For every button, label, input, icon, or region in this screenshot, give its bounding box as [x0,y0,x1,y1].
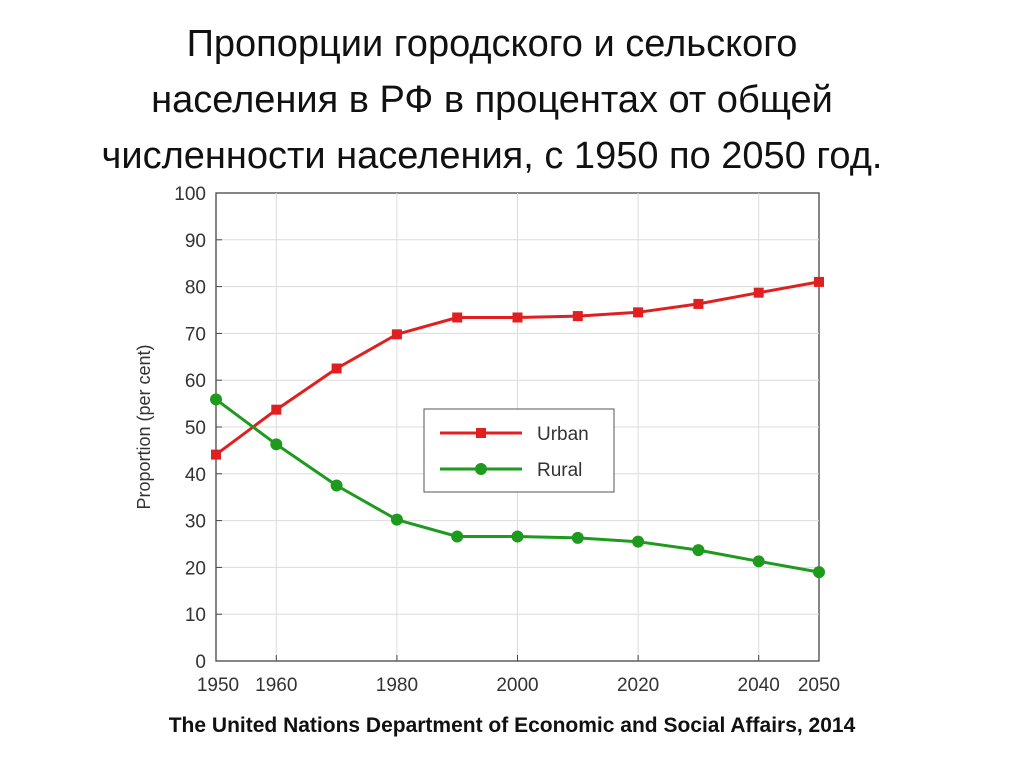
source-citation: The United Nations Department of Economi… [168,714,856,737]
y-tick-label: 0 [195,652,206,673]
y-tick-label: 50 [185,418,206,439]
y-tick-label: 60 [185,371,206,392]
y-tick-label: 70 [185,324,206,345]
y-tick-label: 10 [185,605,206,626]
urban-point [391,329,402,340]
series-layer [210,276,825,579]
x-tick-label: 2000 [496,675,538,696]
rural-point [692,544,705,557]
urban-point [633,307,644,318]
x-tick-label: 2020 [617,675,659,696]
legend: Urban Rural [423,408,615,493]
legend-urban-marker [476,428,486,438]
rural-point [571,531,584,544]
legend-urban-label: Urban [537,424,589,445]
x-tick-label: 2040 [738,675,780,696]
urban-point [211,449,221,460]
y-tick-label: 40 [185,465,206,486]
rural-point [210,393,222,406]
y-tick-label: 80 [185,278,206,299]
y-tick-label: 20 [185,558,206,579]
x-tick-label: 1960 [255,675,297,696]
urban-point [572,311,583,322]
rural-point [451,530,464,543]
y-tick-label: 30 [185,512,206,533]
slide-title-line: населения в РФ в процентах от общей [151,79,833,121]
legend-box [423,408,615,493]
rural-point [390,513,403,526]
rural-point [270,438,283,451]
rural-point [330,479,343,492]
legend-rural-label: Rural [537,460,582,481]
urban-point [512,312,523,323]
y-tick-label: 90 [185,231,206,252]
y-axis-label: Proportion (per cent) [134,344,154,509]
rural-point [813,566,825,579]
slide-title-line: Пропорции городского и сельского [186,23,798,65]
rural-point [511,530,524,543]
x-tick-label: 1950 [197,675,239,696]
rural-point [752,555,765,568]
x-tick-label: 1980 [376,675,418,696]
rural-point [632,535,645,548]
y-tick-label: 100 [174,184,206,205]
urban-point [452,312,463,323]
urban-point [271,404,282,415]
urban-point [331,363,342,374]
legend-rural-marker [475,463,487,475]
urban-point [814,276,824,287]
slide-title-line: численности населения, с 1950 по 2050 го… [101,135,883,177]
urban-point [693,298,704,309]
urban-point [753,287,764,298]
x-tick-label: 2050 [798,675,840,696]
grid-lines [216,193,819,661]
axis-ticks: 0 10 20 30 40 50 60 70 80 90 100 1950 1960 1980 2000 20… [174,184,840,696]
slide-title: Пропорции городского и сельского населен… [0,16,984,184]
